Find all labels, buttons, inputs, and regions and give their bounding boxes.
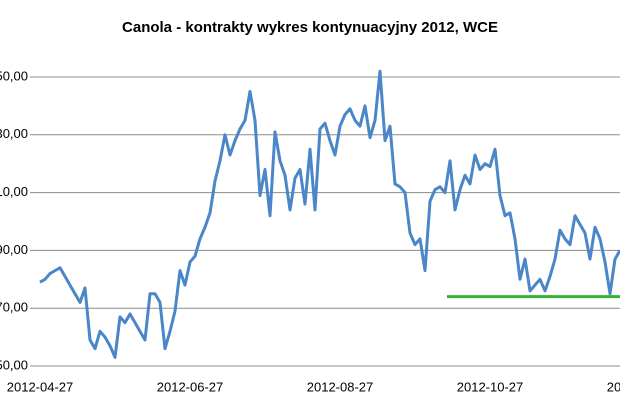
x-tick-label: 2012-12-27 [607,379,620,394]
y-tick-label: 570,00 [0,300,28,315]
y-tick-label: 650,00 [0,68,28,83]
y-tick-label: 550,00 [0,357,28,372]
y-tick-label: 590,00 [0,242,28,257]
y-tick-label: 630,00 [0,126,28,141]
x-tick-label: 2012-10-27 [457,379,524,394]
price-line [39,69,620,359]
y-tick-label: 610,00 [0,184,28,199]
chart-title: Canola - kontrakty wykres kontynuacyjny … [122,19,498,36]
x-tick-label: 2012-04-27 [7,379,74,394]
x-tick-label: 2012-06-27 [157,379,224,394]
x-tick-label: 2012-08-27 [307,379,374,394]
